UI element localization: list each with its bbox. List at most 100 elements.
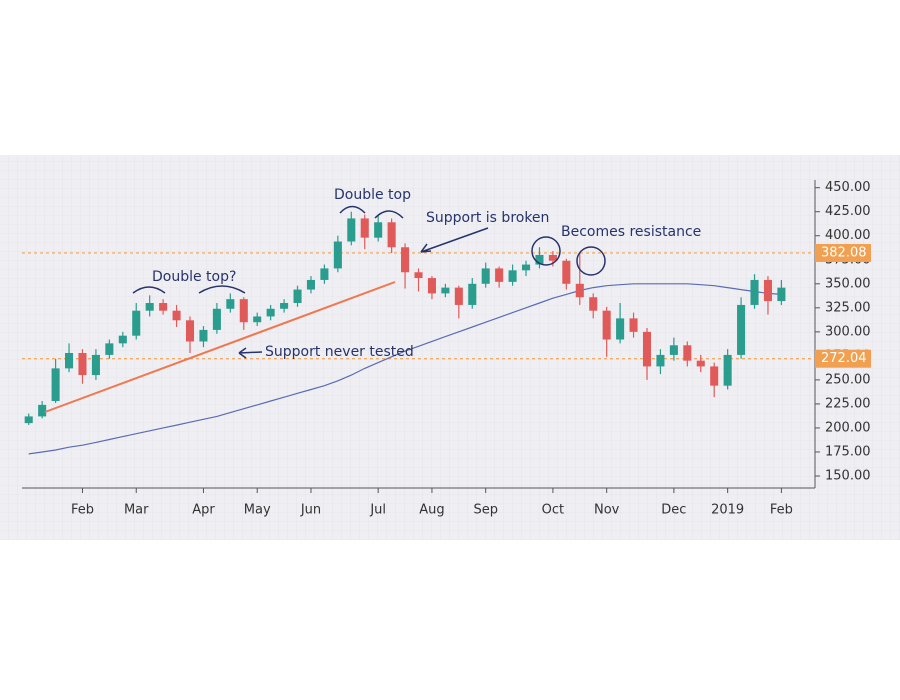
candle-body bbox=[562, 260, 571, 284]
x-tick-label: Feb bbox=[770, 503, 793, 518]
arc bbox=[374, 210, 404, 219]
y-tick-label: 450.00 bbox=[825, 180, 871, 195]
x-tick-label: Feb bbox=[71, 503, 94, 518]
candle-body bbox=[669, 345, 678, 355]
x-tick-label: Mar bbox=[124, 503, 149, 518]
annotation: Double top? bbox=[152, 269, 236, 285]
candle-body bbox=[159, 303, 168, 311]
y-tick-label: 175.00 bbox=[825, 444, 871, 459]
candle-body bbox=[360, 218, 369, 238]
candle-body bbox=[521, 264, 531, 271]
y-tick-label: 225.00 bbox=[825, 396, 871, 411]
x-tick-label: Jul bbox=[369, 503, 386, 518]
arc bbox=[339, 205, 366, 214]
candle-body bbox=[65, 352, 74, 369]
x-tick-label: 2019 bbox=[711, 503, 744, 518]
x-tick-label: May bbox=[244, 503, 271, 518]
y-tick-label: 425.00 bbox=[825, 204, 871, 219]
arc bbox=[132, 286, 166, 294]
background-grid bbox=[0, 155, 900, 540]
arrow bbox=[420, 227, 489, 253]
candle-body bbox=[91, 354, 100, 376]
level-label: 272.04 bbox=[821, 351, 867, 366]
candle-body bbox=[401, 247, 410, 273]
candle-body bbox=[602, 310, 611, 340]
level-box bbox=[815, 243, 871, 262]
x-tick-label: Jun bbox=[300, 503, 321, 518]
arrow bbox=[238, 347, 263, 359]
y-tick-label: 350.00 bbox=[825, 276, 871, 291]
candle-body bbox=[118, 335, 127, 344]
candle-body bbox=[306, 279, 316, 290]
candle-body bbox=[38, 404, 47, 417]
candle-body bbox=[347, 218, 356, 242]
candle-body bbox=[575, 283, 584, 298]
y-tick-label: 300.00 bbox=[825, 324, 871, 339]
x-tick-label: Aug bbox=[419, 503, 444, 518]
overlay: 382.08 272.04 Double top? Double top Support… bbox=[152, 187, 871, 368]
moving-average bbox=[28, 283, 782, 455]
annotation: Double top bbox=[334, 187, 411, 203]
candle-body bbox=[172, 310, 181, 321]
y-tick-label: 150.00 bbox=[825, 468, 871, 483]
candle-body bbox=[723, 354, 732, 386]
candle-body bbox=[78, 352, 87, 376]
candle-body bbox=[629, 318, 638, 332]
candle-body bbox=[132, 310, 141, 336]
candle-body bbox=[777, 287, 786, 302]
level-label: 382.08 bbox=[821, 245, 867, 260]
candle-body bbox=[508, 270, 517, 282]
circle bbox=[531, 236, 561, 266]
candle-body bbox=[468, 283, 477, 305]
candle-body bbox=[374, 222, 383, 238]
candle-body bbox=[24, 416, 33, 424]
candle-body bbox=[441, 287, 450, 294]
candle-body bbox=[239, 299, 248, 323]
candle-body bbox=[280, 303, 289, 309]
candle-body bbox=[253, 316, 262, 323]
annotation: Support never tested bbox=[265, 344, 414, 360]
y-tick-label: 400.00 bbox=[825, 228, 871, 243]
candle-body bbox=[427, 278, 436, 294]
candle-body bbox=[495, 268, 504, 282]
candle-body bbox=[616, 318, 625, 340]
y-tick-label: 200.00 bbox=[825, 420, 871, 435]
candle-body bbox=[185, 320, 195, 342]
x-tick-label: Oct bbox=[542, 503, 564, 518]
candle-body bbox=[589, 297, 598, 311]
y-tick-label: 250.00 bbox=[825, 372, 871, 387]
level-box bbox=[815, 349, 871, 368]
candle-body bbox=[750, 279, 759, 305]
annotation: Support is broken bbox=[426, 210, 549, 226]
candle-body bbox=[212, 308, 221, 330]
x-tick-label: Nov bbox=[594, 503, 620, 518]
annotation: Becomes resistance bbox=[561, 224, 701, 240]
candle-body bbox=[642, 331, 652, 367]
candle-body bbox=[737, 304, 746, 355]
candle-body bbox=[387, 222, 396, 248]
candle-body bbox=[145, 303, 154, 311]
candle-body bbox=[266, 308, 275, 317]
candle-body bbox=[696, 360, 705, 367]
drawings bbox=[44, 205, 606, 413]
y-tick-label: 325.00 bbox=[825, 300, 871, 315]
trend-line bbox=[44, 281, 396, 413]
candle-body bbox=[333, 241, 342, 269]
candle-body bbox=[454, 287, 463, 305]
candle-body bbox=[105, 343, 114, 355]
x-tick-label: Sep bbox=[473, 503, 498, 518]
candle-body bbox=[226, 299, 235, 309]
candle-body bbox=[548, 254, 557, 261]
candle-body bbox=[763, 279, 772, 302]
circle bbox=[576, 246, 606, 276]
candle-body bbox=[656, 354, 665, 367]
candle-body bbox=[414, 272, 423, 279]
candle-body bbox=[710, 366, 719, 386]
candle-body bbox=[51, 368, 60, 402]
candle-body bbox=[199, 329, 208, 342]
x-tick-label: Apr bbox=[192, 503, 215, 518]
candle-body bbox=[481, 268, 490, 284]
candle-body bbox=[535, 254, 544, 265]
candle-body bbox=[293, 289, 302, 304]
